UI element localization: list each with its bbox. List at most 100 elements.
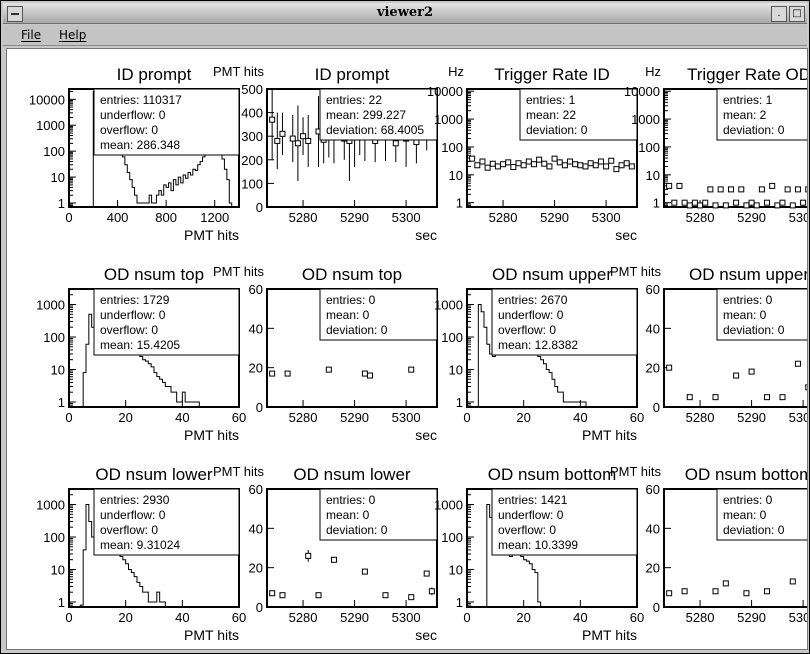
stats-box [93,88,240,156]
chart-title: ID prompt [315,65,390,84]
data-point [702,199,709,206]
chart-title: OD nsum top [104,265,204,284]
x-tick-label: 5290 [737,210,766,225]
data-point [479,158,486,165]
y-tick-label: 1000 [434,112,463,127]
menu-file[interactable]: File [21,28,42,42]
maximize-button[interactable]: □ [789,6,805,22]
x-tick-label: 5300 [789,210,807,225]
y-axis-label: PMT hits [610,264,662,279]
stats-line-deviation: deviation: 0 [526,123,588,137]
data-point [367,372,374,379]
minimize-button[interactable]: . [771,6,787,22]
stats-line-deviation: deviation: 0 [723,123,785,137]
stats-line-mean: mean: 15.4205 [100,338,180,352]
stats-line-underflow: underflow: 0 [100,108,166,122]
data-point [515,160,522,167]
chart-panel-7: OD nsum upper 1 10 100 1000 0 20 40 60 PMT hits en… [434,265,644,443]
y-tick-label: 100 [43,330,65,345]
data-point [469,155,476,162]
data-point [628,163,635,170]
x-tick-label: 60 [232,610,246,625]
y-tick-label: 40 [249,521,263,536]
stats-line-overflow: overflow: 0 [100,123,158,137]
data-point [305,137,312,144]
data-point [561,162,568,169]
title-bar[interactable]: viewer2 . □ [3,3,807,24]
x-axis-label: PMT hits [184,227,239,243]
x-axis-label: PMT hits [184,627,239,643]
y-tick-label: 500 [241,82,263,97]
data-point [572,161,579,168]
y-axis-label: PMT hits [213,464,265,479]
data-point [382,592,389,599]
data-point [530,161,537,168]
y-tick-label: 20 [249,361,263,376]
chart-panel-9: OD nsum lower 1 10 100 1000 0 20 40 60 PMT hits en… [36,465,246,643]
stats-line-overflow: overflow: 0 [100,323,158,337]
y-tick-label: 200 [241,153,263,168]
chart-panel-6: OD nsum top PMT hits 0 20 40 60 5280 5290 5300 se… [213,264,438,443]
x-axis-label: sec [615,227,637,243]
y-tick-label: 100 [43,144,65,159]
stats-box [319,488,438,541]
y-tick-label: 20 [249,561,263,576]
y-tick-label: 1000 [36,118,65,133]
data-point [618,162,625,169]
y-tick-label: 40 [249,321,263,336]
chart-panel-10: OD nsum lower PMT hits 0 20 40 60 5280 5290 5300… [213,464,438,643]
chart-panel-12: OD nsum bottom PMT hits 0 20 40 60 5280 5290 530… [610,464,807,625]
data-point [697,202,704,209]
data-point [408,366,415,373]
y-tick-label: 100 [441,140,463,155]
data-point [748,368,755,375]
chart-title: ID prompt [117,65,192,84]
y-axis-label: PMT hits [213,64,265,79]
window-menu-button[interactable] [7,6,23,22]
stats-line-mean: mean: 9.31024 [100,538,180,552]
y-tick-label: 10 [646,168,660,183]
x-tick-label: 5300 [392,610,421,625]
x-axis-label: PMT hits [184,427,239,443]
stats-line-entries: entries: 1 [723,93,773,107]
x-tick-label: 800 [155,210,177,225]
menu-bar: File Help [3,25,807,46]
x-tick-label: 60 [232,410,246,425]
y-tick-label: 10 [51,562,65,577]
x-tick-label: 0 [65,210,72,225]
stats-line-mean: mean: 22 [526,108,576,122]
data-point [577,162,584,169]
y-tick-label: 100 [638,140,660,155]
data-point [587,160,594,167]
stats-line-entries: entries: 2670 [498,293,568,307]
stats-line-mean: mean: 286.348 [100,138,180,152]
data-point [274,137,281,144]
plot-canvas: ID prompt 1 10 100 1000 10000 0 400 800 1200 PMT h… [6,48,808,650]
y-axis-label: Hz [448,64,464,79]
data-point [541,160,548,167]
data-point [671,199,678,206]
chart-title: OD nsum upper [689,265,807,284]
data-point [733,199,740,206]
data-point [727,186,734,193]
y-tick-label: 1 [58,595,65,610]
data-point [279,130,286,137]
stats-line-overflow: overflow: 0 [100,523,158,537]
stats-line-entries: entries: 0 [723,293,773,307]
y-tick-label: 100 [43,530,65,545]
data-point [392,140,399,147]
x-tick-label: 20 [118,610,132,625]
chart-title: Trigger Rate ID [494,65,610,84]
data-point [764,394,771,401]
x-tick-label: 40 [175,410,189,425]
stats-line-underflow: underflow: 0 [100,508,166,522]
stats-line-mean: mean: 10.3399 [498,538,578,552]
menu-help[interactable]: Help [59,28,87,42]
x-tick-label: 5280 [289,210,318,225]
y-tick-label: 1 [58,196,65,211]
data-point [567,158,574,165]
y-tick-label: 60 [249,482,263,497]
y-tick-label: 10000 [427,84,463,99]
chart-title: Trigger Rate OD [687,65,807,84]
